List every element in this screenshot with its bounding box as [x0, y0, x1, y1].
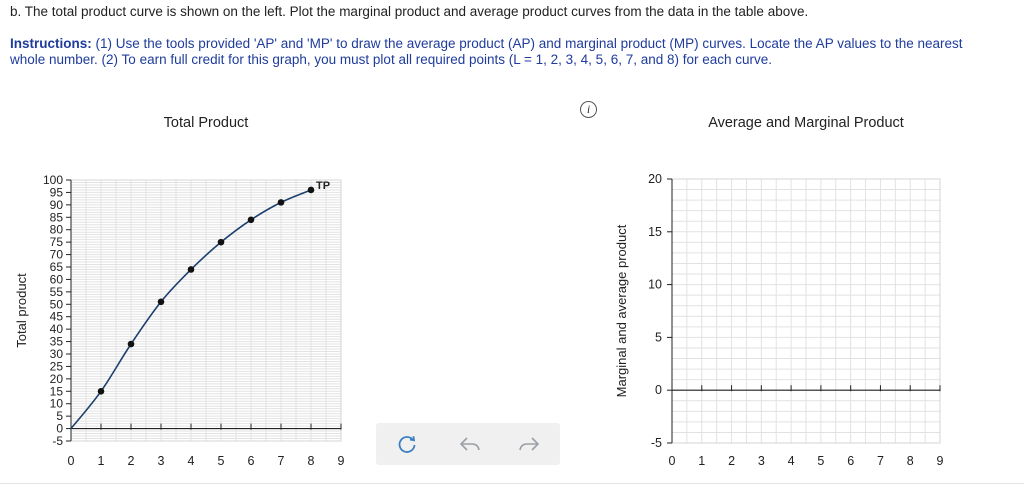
y-tick-label: 40 [50, 322, 64, 336]
y-tick-label: 20 [50, 372, 64, 386]
x-tick-label: 0 [669, 454, 676, 468]
y-tick-label: 95 [50, 185, 64, 199]
tp-point [157, 298, 165, 306]
tp-point [217, 238, 225, 246]
y-tick-label: 15 [648, 225, 662, 239]
instructions-label: Instructions: [10, 36, 92, 51]
y-tick-label: 0 [655, 383, 662, 397]
x-tick-label: 2 [728, 454, 735, 468]
x-tick-label: 6 [847, 454, 854, 468]
x-tick-label: 8 [907, 454, 914, 468]
average-marginal-product-chart[interactable]: -5 0 5 10 15 20 0 1 2 3 4 5 6 7 8 9 Average and Marginal… [600, 100, 1024, 480]
question-text: b. The total product curve is shown on t… [10, 4, 809, 19]
y-tick-label: 5 [56, 409, 63, 423]
x-tick-label: 4 [788, 454, 795, 468]
x-tick-label: 5 [218, 454, 225, 468]
y-tick-label: 80 [50, 223, 64, 237]
y-tick-label: 70 [50, 248, 64, 262]
x-tick-label: 2 [128, 454, 135, 468]
y-tick-label: -5 [651, 436, 662, 450]
tp-point [127, 340, 135, 348]
y-tick-label: 55 [50, 285, 64, 299]
y-tick-label: 35 [50, 335, 64, 349]
info-icon[interactable]: i [580, 101, 597, 118]
x-tick-label: 9 [937, 454, 944, 468]
tp-point [97, 387, 105, 395]
instructions-body: (1) Use the tools provided 'AP' and 'MP'… [10, 36, 963, 67]
x-tick-label: 7 [877, 454, 884, 468]
tp-point [307, 186, 315, 194]
y-tick-label: -5 [52, 434, 63, 448]
x-tick-label: 3 [158, 454, 165, 468]
tp-point [277, 199, 285, 206]
x-tick-label: 7 [278, 454, 285, 468]
y-tick-label: 0 [56, 422, 63, 436]
y-tick-label: 10 [50, 397, 64, 411]
x-tick-label: 4 [188, 454, 195, 468]
y-tick-label: 90 [50, 198, 64, 212]
y-tick-label: 60 [50, 272, 64, 286]
y-tick-label: 50 [50, 297, 64, 311]
y-tick-label: 75 [50, 235, 64, 249]
redo-icon[interactable] [517, 432, 541, 456]
chart-title: Average and Marginal Product [708, 115, 904, 131]
chart-title: Total Product [164, 115, 249, 131]
y-tick-label: 10 [648, 278, 662, 292]
x-tick-label: 3 [758, 454, 765, 468]
y-tick-label: 100 [43, 173, 63, 187]
y-tick-label: 30 [50, 347, 64, 361]
x-tick-label: 1 [98, 454, 105, 468]
y-tick-label: 85 [50, 210, 64, 224]
y-axis-label: Total product [14, 273, 29, 348]
y-tick-label: 15 [50, 384, 64, 398]
y-tick-label: 25 [50, 359, 64, 373]
x-tick-label: 9 [338, 454, 345, 468]
y-tick-label: 45 [50, 310, 64, 324]
x-tick-label: 5 [817, 454, 824, 468]
x-tick-label: 1 [698, 454, 705, 468]
x-tick-label: 0 [68, 454, 75, 468]
instructions-text: Instructions: (1) Use the tools provided… [10, 36, 1000, 68]
y-tick-label: 65 [50, 260, 64, 274]
tp-point [247, 216, 255, 224]
graph-toolbar [376, 423, 560, 465]
reset-icon[interactable] [395, 432, 419, 456]
x-tick-label: 8 [308, 454, 315, 468]
y-tick-label: 20 [648, 172, 662, 186]
total-product-chart: -505101520253035404550556065707580859095… [14, 115, 345, 468]
y-axis-label: Marginal and average product [614, 224, 629, 397]
undo-icon[interactable] [458, 432, 482, 456]
x-tick-label: 6 [248, 454, 255, 468]
tp-point [187, 266, 195, 273]
series-label: TP [316, 180, 330, 192]
footer-divider [0, 483, 1024, 484]
y-tick-label: 5 [655, 330, 662, 344]
